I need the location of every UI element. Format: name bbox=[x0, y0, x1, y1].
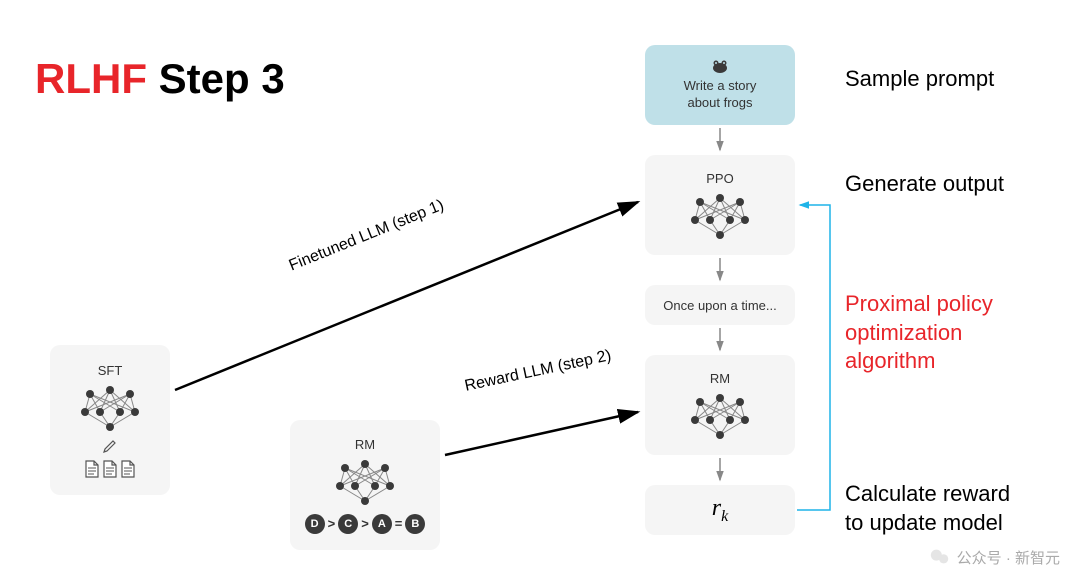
rm-right-label: RM bbox=[710, 371, 730, 386]
sft-label: SFT bbox=[98, 363, 123, 378]
annotation-sample: Sample prompt bbox=[845, 65, 994, 94]
annotation-generate: Generate output bbox=[845, 170, 1004, 199]
document-icon bbox=[84, 460, 100, 478]
ranking-row: D > C > A = B bbox=[305, 514, 426, 534]
rank-item: B bbox=[405, 514, 425, 534]
arrow-reward-to-ppo bbox=[797, 205, 830, 510]
arrow-rm-to-rm bbox=[445, 412, 638, 455]
rank-op: = bbox=[395, 516, 403, 531]
annotation-calculate: Calculate reward to update model bbox=[845, 480, 1010, 537]
rank-item: D bbox=[305, 514, 325, 534]
rm-bottom-box: RM D > C > A = B bbox=[290, 420, 440, 550]
output-text: Once upon a time... bbox=[663, 298, 776, 313]
rank-item: A bbox=[372, 514, 392, 534]
diagram-title: RLHF Step 3 bbox=[35, 55, 285, 103]
reward-symbol: rk bbox=[712, 495, 728, 526]
neural-network-icon bbox=[330, 456, 400, 506]
rank-op: > bbox=[328, 516, 336, 531]
neural-network-icon bbox=[75, 382, 145, 432]
ppo-box: PPO bbox=[645, 155, 795, 255]
annotation-ppo-algorithm: Proximal policy optimization algorithm bbox=[845, 290, 993, 376]
title-black-part: Step 3 bbox=[159, 55, 285, 102]
document-icon bbox=[120, 460, 136, 478]
rank-op: > bbox=[361, 516, 369, 531]
pencil-icon bbox=[102, 438, 118, 454]
output-box: Once upon a time... bbox=[645, 285, 795, 325]
rank-item: C bbox=[338, 514, 358, 534]
prompt-box: Write a story about frogs bbox=[645, 45, 795, 125]
rm-right-box: RM bbox=[645, 355, 795, 455]
watermark: 公众号 · 新智元 bbox=[929, 546, 1060, 568]
wechat-icon bbox=[929, 546, 951, 568]
arrow-label-reward: Reward LLM (step 2) bbox=[463, 347, 613, 396]
reward-box: rk bbox=[645, 485, 795, 535]
rm-bottom-label: RM bbox=[355, 437, 375, 452]
sft-box: SFT bbox=[50, 345, 170, 495]
frog-icon bbox=[710, 58, 730, 74]
document-icons bbox=[84, 460, 136, 478]
watermark-text: 公众号 · 新智元 bbox=[957, 547, 1060, 568]
ppo-label: PPO bbox=[706, 171, 733, 186]
title-red-part: RLHF bbox=[35, 55, 147, 102]
neural-network-icon bbox=[685, 390, 755, 440]
document-icon bbox=[102, 460, 118, 478]
arrow-label-finetuned: Finetuned LLM (step 1) bbox=[287, 197, 447, 276]
neural-network-icon bbox=[685, 190, 755, 240]
prompt-text: Write a story about frogs bbox=[684, 78, 757, 112]
